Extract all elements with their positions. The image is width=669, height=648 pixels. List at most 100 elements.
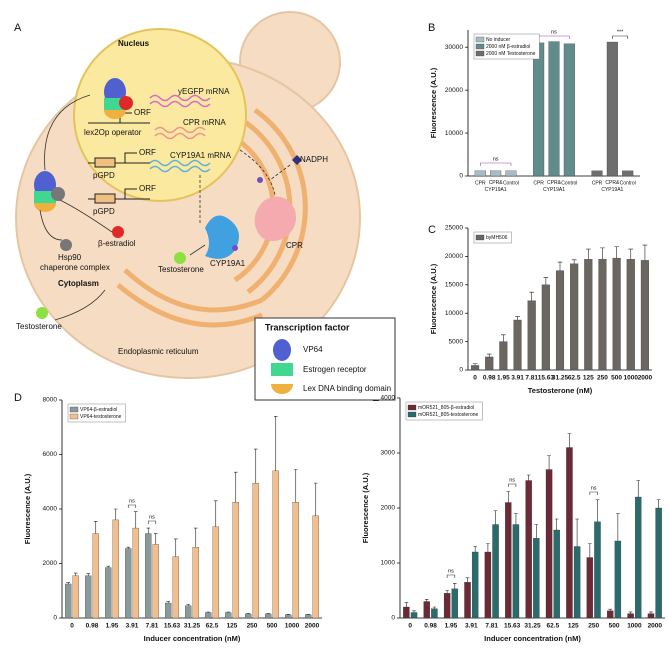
bar: [72, 575, 79, 619]
x-tick-label: 7.81: [146, 623, 159, 630]
cell-diagram: Nucleus yEGFP mRNA lex2Op operator ORF C…: [15, 11, 396, 401]
error-bar: [186, 604, 191, 606]
bar: [65, 583, 72, 619]
significance-bracket: [612, 35, 629, 39]
error-bar: [452, 583, 457, 589]
legend-label: VP64-β-estradiol: [80, 407, 117, 413]
bar: [586, 557, 594, 619]
electron: [257, 177, 263, 183]
legend-box: [67, 403, 126, 423]
x-tick-label: 1.95: [445, 623, 458, 630]
error-bar: [226, 611, 231, 613]
legend-swatch: [407, 411, 417, 418]
error-bar: [575, 518, 579, 547]
error-bar: [616, 513, 620, 541]
label: CYP19A1: [210, 259, 246, 268]
error-bar: [547, 455, 551, 470]
error-bar: [600, 247, 605, 260]
y-tick-label: 30000: [445, 44, 463, 51]
bar: [285, 614, 292, 619]
label: lex2Op operator: [84, 128, 142, 137]
bar: [312, 515, 319, 619]
label: Endoplasmic reticulum: [118, 347, 199, 356]
cyp19a1: [205, 215, 239, 259]
electron: [232, 245, 238, 251]
x-tick-label: 15.63: [504, 623, 521, 630]
legend-item: VP64: [303, 345, 323, 354]
error-bar: [543, 277, 549, 285]
x-tick-label: 125: [568, 623, 579, 630]
error-bar: [493, 510, 498, 525]
bar: [591, 170, 603, 177]
error-bar: [557, 261, 563, 271]
chart: 0 1000 2000 3000 4000 Fluorescence (A.U.) Indu…: [361, 395, 665, 643]
x-tick-label: 2000: [648, 623, 663, 630]
label: chaperone complex: [40, 263, 110, 272]
bar: [533, 538, 540, 619]
nadph: [292, 155, 302, 165]
error-bar: [526, 474, 531, 481]
nucleus: [73, 28, 247, 202]
error-bar: [529, 291, 535, 301]
bar: [485, 356, 494, 371]
label: Cytoplasm: [58, 279, 99, 288]
panel-letter: C: [428, 224, 436, 236]
x-tick-label: CPR: [592, 180, 603, 186]
error-bar: [554, 518, 559, 530]
x-tick-label: 250: [597, 375, 608, 382]
label: pGPD: [93, 171, 115, 180]
diagram-labels: Nucleus yEGFP mRNA lex2Op operator ORF C…: [16, 39, 328, 356]
x-tick-label: 250: [247, 623, 258, 630]
error-bar: [313, 482, 318, 516]
x-tick-label: 62.5: [547, 623, 560, 630]
bar: [541, 284, 550, 371]
x-tick-label: 3.91: [511, 375, 524, 382]
bar: [112, 519, 119, 619]
bar: [225, 612, 232, 619]
bar: [292, 502, 299, 619]
error-bar: [133, 511, 138, 529]
annotation: ns: [493, 156, 499, 162]
bar: [165, 602, 172, 619]
bar: [490, 170, 502, 177]
y-tick-label: 20000: [445, 87, 463, 94]
error-bar: [656, 499, 661, 508]
testosterone: [36, 307, 48, 319]
x-tick-label: 31.25: [524, 623, 541, 630]
x-axis-label: Inducer concentration (nM): [484, 634, 581, 643]
x-tick-label: 0.98: [86, 623, 99, 630]
bar: [598, 259, 607, 371]
x-tick-label: 0.98: [483, 375, 496, 382]
y-tick-label: 4000: [381, 395, 396, 402]
label: NADPH: [300, 155, 328, 164]
bar: [499, 341, 508, 371]
bar: [252, 482, 259, 619]
legend-label: 2000 nM Testosterone: [486, 51, 536, 57]
x-tick-label: CPR& CYP19A1: [543, 180, 565, 193]
arrows: [39, 94, 206, 321]
bar: [607, 610, 614, 619]
bar: [272, 470, 279, 619]
y-axis-label: Fluorescence (A.U.): [429, 263, 438, 334]
bar: [125, 548, 132, 619]
error-bar: [608, 608, 613, 611]
bar: [451, 588, 458, 619]
y-tick-label: 15000: [445, 282, 463, 289]
error-bar: [166, 601, 171, 604]
significance-bracket: [446, 574, 456, 578]
bar: [614, 540, 622, 619]
error-bar: [506, 491, 511, 503]
x-axis-label: Inducer concentration (nM): [144, 634, 241, 643]
error-bar: [246, 613, 251, 614]
error-bar: [273, 416, 278, 471]
legend-label: mOR521_805-testosterone: [418, 412, 479, 418]
x-tick-label: 3.91: [126, 623, 139, 630]
x-axis-label: Testosterone (nM): [528, 386, 593, 395]
x-tick-label: 7.81: [485, 623, 498, 630]
legend-label: VP64-testosterone: [80, 414, 122, 420]
legend-swatch: [475, 36, 485, 43]
hsp90: [60, 239, 72, 251]
